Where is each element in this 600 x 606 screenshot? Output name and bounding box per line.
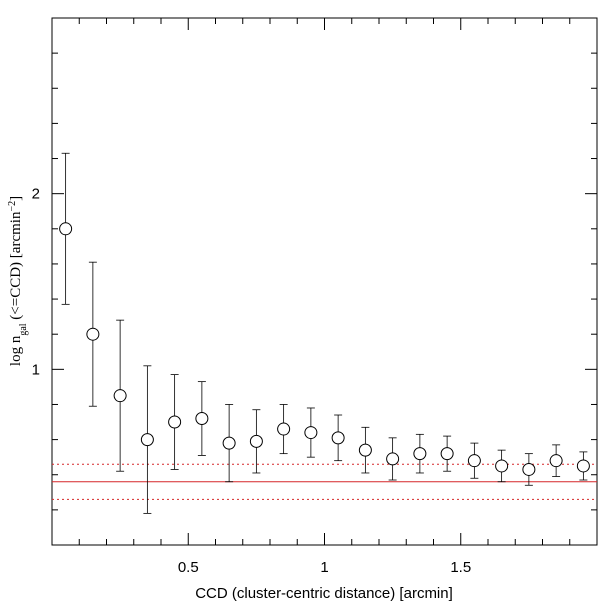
y-label-part: ]: [8, 196, 24, 201]
data-point: [440, 447, 454, 461]
data-point: [495, 459, 509, 473]
y-axis-label: log ngal (<=CCD) [arcmin−2]: [7, 196, 29, 366]
data-point: [140, 433, 154, 447]
data-point: [549, 454, 563, 468]
data-point: [304, 426, 318, 440]
data-point: [277, 422, 291, 436]
x-axis-label: CCD (cluster-centric distance) [arcmin]: [195, 585, 453, 602]
data-point: [386, 452, 400, 466]
x-tick-label: 1.5: [450, 559, 471, 576]
y-label-part: −2: [7, 201, 18, 212]
plot-frame: [51, 17, 598, 546]
x-tick-label: 1: [320, 559, 328, 576]
y-label-part: log n: [8, 335, 24, 366]
data-point: [168, 415, 182, 429]
data-point: [113, 389, 127, 403]
y-label-part: gal: [18, 323, 29, 335]
data-point: [413, 447, 427, 461]
data-point: [195, 412, 209, 426]
y-label-part: (<=CCD) [arcmin: [8, 211, 24, 323]
data-point: [59, 222, 73, 236]
y-tick-label: 2: [32, 186, 40, 203]
data-point: [576, 459, 590, 473]
data-point: [522, 462, 536, 476]
data-point: [331, 431, 345, 445]
data-point: [86, 327, 100, 341]
data-point: [358, 443, 372, 457]
data-point: [222, 436, 236, 450]
x-tick-label: 0.5: [178, 559, 199, 576]
data-point: [467, 454, 481, 468]
data-point: [249, 434, 263, 448]
y-tick-label: 1: [32, 361, 40, 378]
